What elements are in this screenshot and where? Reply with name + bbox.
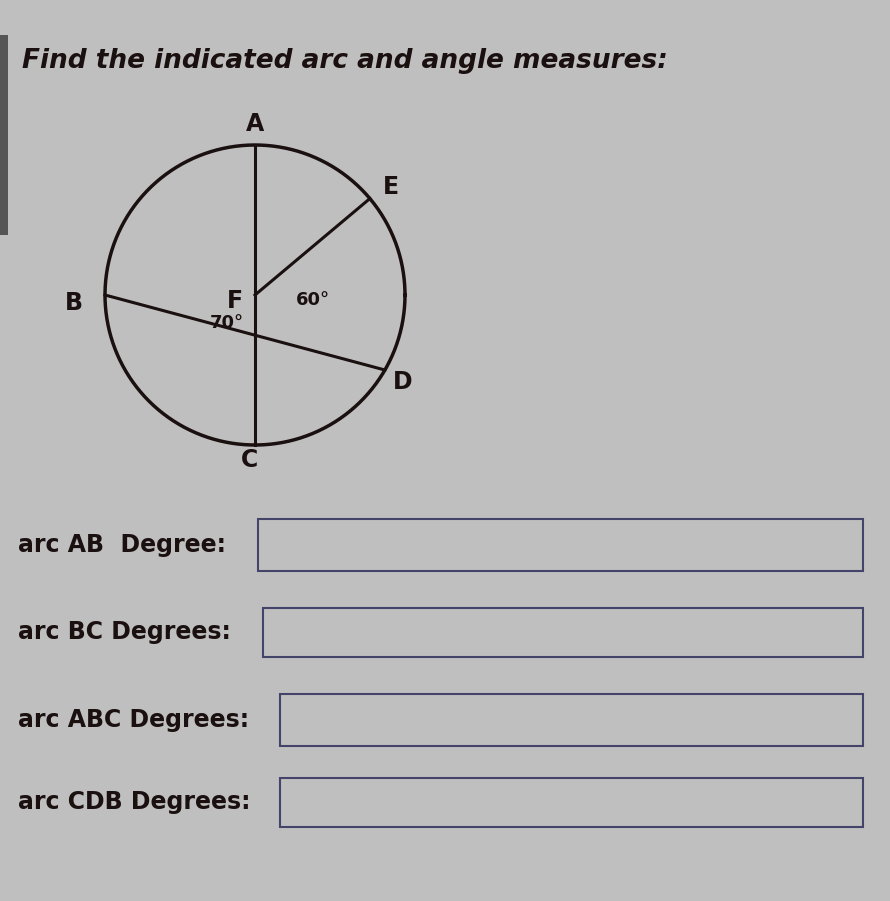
Bar (0, 35, 8, 235)
Text: arc BC Degrees:: arc BC Degrees: (18, 621, 231, 644)
Text: arc ABC Degrees:: arc ABC Degrees: (18, 708, 249, 732)
Text: E: E (383, 175, 399, 199)
Text: Find the indicated arc and angle measures:: Find the indicated arc and angle measure… (22, 48, 668, 74)
Text: 70°: 70° (210, 314, 244, 332)
Bar (280, 778, 863, 827)
Text: F: F (227, 289, 243, 313)
Text: 60°: 60° (296, 291, 330, 309)
Bar (263, 608, 863, 657)
Bar (280, 694, 863, 746)
Text: D: D (393, 370, 413, 394)
Text: C: C (240, 448, 257, 472)
Text: A: A (246, 112, 264, 136)
Text: arc CDB Degrees:: arc CDB Degrees: (18, 790, 250, 815)
Bar (258, 519, 863, 571)
Text: arc AB  Degree:: arc AB Degree: (18, 533, 226, 557)
Text: B: B (64, 290, 83, 314)
